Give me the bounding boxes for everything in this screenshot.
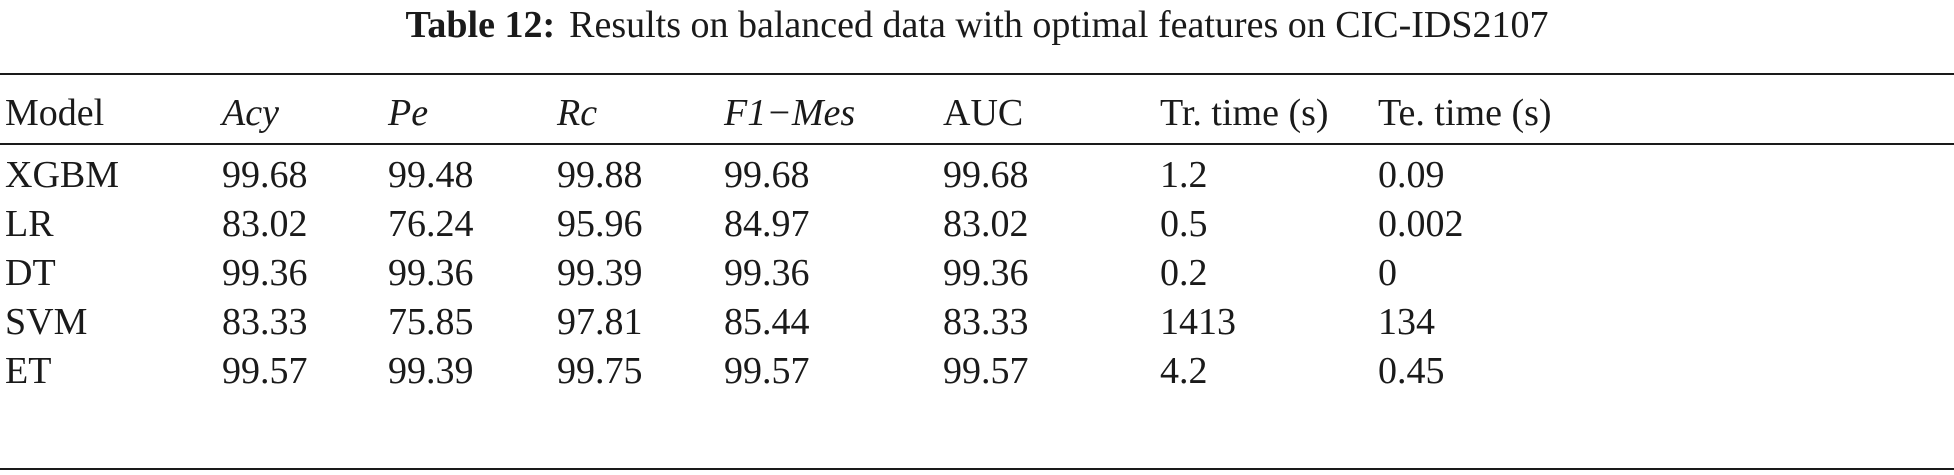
row-svm-test-time: 134 bbox=[1378, 301, 1435, 343]
row-et-accuracy: 99.57 bbox=[222, 350, 308, 392]
row-lr-test-time: 0.002 bbox=[1378, 203, 1464, 245]
row-dt-auc: 99.36 bbox=[943, 252, 1029, 294]
header-recall: Rc bbox=[557, 92, 598, 134]
row-svm-f1: 85.44 bbox=[724, 301, 810, 343]
row-et-test-time: 0.45 bbox=[1378, 350, 1445, 392]
table-bottom-rule bbox=[0, 468, 1954, 470]
table-caption-text: Results on balanced data with optimal fe… bbox=[569, 4, 1549, 46]
row-svm-accuracy: 83.33 bbox=[222, 301, 308, 343]
row-xgbm-model: XGBM bbox=[5, 154, 120, 196]
row-svm-auc: 83.33 bbox=[943, 301, 1029, 343]
table-header-rule bbox=[0, 143, 1954, 145]
table-top-rule bbox=[0, 73, 1954, 75]
row-dt-model: DT bbox=[5, 252, 56, 294]
table-caption-label: Table 12: bbox=[405, 4, 556, 46]
header-auc: AUC bbox=[943, 92, 1024, 134]
header-model: Model bbox=[5, 92, 105, 134]
row-dt-accuracy: 99.36 bbox=[222, 252, 308, 294]
row-xgbm-precision: 99.48 bbox=[388, 154, 474, 196]
row-lr-f1: 84.97 bbox=[724, 203, 810, 245]
header-precision: Pe bbox=[388, 92, 429, 134]
row-xgbm-f1: 99.68 bbox=[724, 154, 810, 196]
row-xgbm-auc: 99.68 bbox=[943, 154, 1029, 196]
row-lr-model: LR bbox=[5, 203, 54, 245]
header-accuracy: Acy bbox=[222, 92, 279, 134]
row-dt-precision: 99.36 bbox=[388, 252, 474, 294]
header-f1-measure: F1−Mes bbox=[724, 92, 856, 134]
row-dt-recall: 99.39 bbox=[557, 252, 643, 294]
row-xgbm-accuracy: 99.68 bbox=[222, 154, 308, 196]
row-svm-recall: 97.81 bbox=[557, 301, 643, 343]
row-xgbm-train-time: 1.2 bbox=[1160, 154, 1208, 196]
row-lr-accuracy: 83.02 bbox=[222, 203, 308, 245]
row-et-auc: 99.57 bbox=[943, 350, 1029, 392]
row-et-train-time: 4.2 bbox=[1160, 350, 1208, 392]
row-xgbm-test-time: 0.09 bbox=[1378, 154, 1445, 196]
row-svm-model: SVM bbox=[5, 301, 88, 343]
row-dt-f1: 99.36 bbox=[724, 252, 810, 294]
header-test-time: Te. time (s) bbox=[1378, 92, 1552, 134]
row-et-precision: 99.39 bbox=[388, 350, 474, 392]
header-train-time: Tr. time (s) bbox=[1160, 92, 1329, 134]
row-et-model: ET bbox=[5, 350, 52, 392]
row-et-recall: 99.75 bbox=[557, 350, 643, 392]
row-svm-train-time: 1413 bbox=[1160, 301, 1236, 343]
row-svm-precision: 75.85 bbox=[388, 301, 474, 343]
row-dt-train-time: 0.2 bbox=[1160, 252, 1208, 294]
row-xgbm-recall: 99.88 bbox=[557, 154, 643, 196]
row-et-f1: 99.57 bbox=[724, 350, 810, 392]
row-lr-precision: 76.24 bbox=[388, 203, 474, 245]
row-lr-train-time: 0.5 bbox=[1160, 203, 1208, 245]
table-caption: Table 12: Results on balanced data with o… bbox=[0, 2, 1954, 48]
row-lr-auc: 83.02 bbox=[943, 203, 1029, 245]
row-lr-recall: 95.96 bbox=[557, 203, 643, 245]
row-dt-test-time: 0 bbox=[1378, 252, 1397, 294]
